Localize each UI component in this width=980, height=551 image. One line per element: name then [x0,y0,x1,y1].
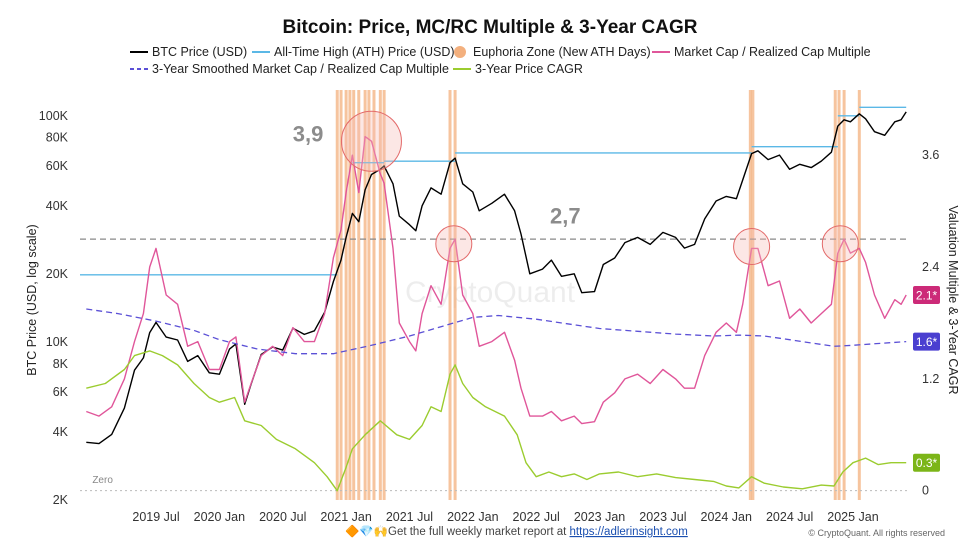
x-tick-6: 2022 Jul [513,510,560,524]
end-badge-label-0: 2.1* [916,289,938,303]
series-line-3 [86,350,907,492]
euphoria-band-0 [335,90,339,500]
annotation-0: 3,9 [293,121,324,146]
euphoria-band-12 [453,90,457,500]
y-left-tick-2: 6K [53,385,69,399]
legend-label-mvrc: Market Cap / Realized Cap Multiple [674,45,871,59]
legend-label-ath: All-Time High (ATH) Price (USD) [274,45,455,59]
series-line-1 [86,135,907,425]
euphoria-band-9 [378,90,382,500]
legend-label-smooth: 3-Year Smoothed Market Cap / Realized Ca… [152,62,449,76]
x-tick-0: 2019 Jul [132,510,179,524]
euphoria-band-3 [348,90,352,500]
x-tick-10: 2024 Jul [766,510,813,524]
y-left-tick-0: 2K [53,493,69,507]
y-left-tick-6: 40K [46,199,69,213]
legend-swatch-euphoria [454,46,466,58]
x-tick-4: 2021 Jul [386,510,433,524]
y-left-tick-4: 10K [46,335,69,349]
legend: BTC Price (USD) All-Time High (ATH) Price… [130,45,871,76]
x-tick-2: 2020 Jul [259,510,306,524]
plot-area: 3,9 2,7 Zero 2K 4K 6K 8K 10K 20K 40K 60K 80K 100K 0 1.… [39,90,940,524]
y-right-tick-2: 2.4 [922,260,939,274]
x-tick-5: 2022 Jan [447,510,498,524]
end-badge-0 [913,286,940,304]
y-left-tick-3: 8K [53,357,69,371]
y-left-tick-9: 100K [39,109,69,123]
y-left-tick-5: 20K [46,267,69,281]
x-tick-1: 2020 Jan [194,510,245,524]
legend-label-cagr: 3-Year Price CAGR [475,62,583,76]
end-badge-2 [913,453,940,472]
end-badge-1 [913,332,940,351]
footer-text: Get the full weekly market report at htt… [388,526,688,538]
euphoria-circle-0 [340,110,402,172]
x-tick-8: 2023 Jul [639,510,686,524]
euphoria-band-8 [372,90,376,500]
euphoria-circle-2 [733,228,771,266]
annotation-2: Zero [92,475,113,486]
euphoria-band-2 [344,90,348,500]
annotation-1: 2,7 [550,203,581,228]
x-tick-11: 2025 Jan [827,510,878,524]
y-right-tick-1: 1.2 [922,372,939,386]
euphoria-circle-3 [821,225,859,263]
y-axis-right-title: Valuation Multiple & 3-Year CAGR [946,206,960,395]
legend-label-euphoria: Euphoria Zone (New ATH Days) [473,45,651,59]
euphoria-band-13 [748,90,752,500]
x-tick-3: 2021 Jan [320,510,371,524]
euphoria-band-1 [339,90,343,500]
footer-link[interactable]: https://adlerinsight.com [570,526,688,538]
y-right-tick-3: 3.6 [922,148,939,162]
y-left-tick-1: 4K [53,425,69,439]
x-tick-9: 2024 Jan [701,510,752,524]
y-left-tick-8: 80K [46,131,69,145]
end-badge-label-1: 1.6* [916,335,938,349]
x-tick-7: 2023 Jan [574,510,625,524]
euphoria-band-18 [857,90,861,500]
y-right-tick-0: 0 [922,484,929,498]
euphoria-band-16 [837,90,841,500]
chart-title: Bitcoin: Price, MC/RC Multiple & 3-Year … [283,17,698,38]
y-left-tick-7: 60K [46,159,69,173]
euphoria-band-17 [842,90,846,500]
euphoria-band-5 [357,90,361,500]
footer-icons: 🔶💎🙌 [345,524,388,538]
end-badge-label-2: 0.3* [916,456,938,470]
series-line-2 [86,308,907,355]
watermark: CryptoQuant [405,276,576,309]
footer-message: Get the full weekly market report at [388,526,570,538]
series-line-0 [86,111,907,445]
euphoria-band-4 [352,90,356,500]
euphoria-band-14 [751,90,755,500]
euphoria-band-10 [382,90,386,500]
legend-label-btc: BTC Price (USD) [152,45,247,59]
euphoria-circle-1 [435,225,473,263]
euphoria-band-7 [367,90,371,500]
copyright: © CryptoQuant. All rights reserved [808,528,945,538]
euphoria-band-6 [363,90,367,500]
y-axis-left-title: BTC Price (USD, log scale) [25,224,39,375]
euphoria-band-11 [448,90,452,500]
euphoria-band-15 [833,90,837,500]
